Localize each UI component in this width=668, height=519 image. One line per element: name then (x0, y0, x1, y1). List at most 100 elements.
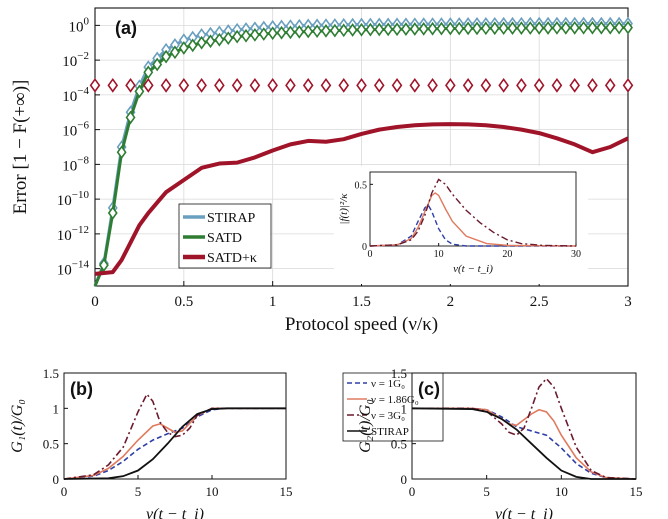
series-marker-1 (516, 21, 527, 35)
series-marker-1 (472, 21, 482, 36)
y-axis-label: Error [1 − F(+∞)] (10, 80, 31, 215)
series-marker-1 (152, 57, 163, 72)
series-marker-1 (258, 27, 269, 41)
x-tick-label: 15 (280, 484, 293, 499)
series-marker-2 (516, 77, 527, 93)
x-tick-label: 0 (91, 294, 99, 310)
series-marker-2 (285, 77, 296, 93)
series-marker-1 (605, 20, 616, 35)
panel-a: 0 0.5 1 1.5 2 2.5 310010−210−410−610−810−1010−… (10, 7, 634, 335)
series-marker-1 (143, 65, 154, 80)
series-marker-1 (569, 20, 580, 35)
series-marker-1 (107, 206, 118, 220)
series-marker-2 (391, 77, 403, 93)
series-marker-1 (338, 23, 349, 38)
series-marker-1 (214, 32, 225, 47)
series-marker-1 (294, 25, 305, 39)
inset-y-tick-label: 0.5 (355, 180, 368, 191)
x-tick-label: 5 (135, 484, 142, 499)
series-marker-1 (427, 21, 438, 36)
series-marker-1 (205, 34, 216, 49)
x-tick-label: 10 (206, 484, 219, 499)
series-marker-1 (285, 25, 296, 40)
series-marker-1 (525, 21, 536, 35)
inset-series-line-0 (369, 204, 576, 247)
series-marker-1 (329, 23, 340, 38)
series-marker-2 (338, 77, 350, 93)
series-marker-2 (569, 77, 581, 93)
series-marker-1 (560, 21, 571, 35)
series-marker-2 (320, 77, 332, 93)
series-marker-2 (409, 77, 421, 93)
series-marker-2 (142, 77, 154, 93)
series-marker-1 (161, 49, 172, 64)
plot-frame (411, 372, 637, 480)
series-marker-2 (373, 77, 385, 93)
series-marker-1 (241, 28, 251, 43)
series-marker-1 (125, 110, 136, 125)
series-marker-1 (409, 22, 420, 36)
series-marker-2 (427, 77, 438, 93)
series-marker-1 (356, 22, 367, 37)
y-tick-label: 1.5 (391, 366, 407, 381)
series-marker-1 (98, 258, 109, 273)
series-line-0 (63, 407, 286, 480)
series-line-3 (63, 407, 286, 480)
y-tick-label: 100 (69, 15, 90, 35)
series-marker-1 (498, 21, 509, 36)
legend-label-1: ν = 1.86G₀ (371, 394, 419, 406)
series-marker-2 (498, 77, 509, 93)
series-marker-2 (178, 77, 190, 93)
series-marker-2 (107, 77, 119, 93)
series-marker-1 (347, 23, 358, 37)
series-marker-1 (392, 22, 402, 37)
x-tick-label: 0 (61, 484, 68, 499)
series-marker-1 (170, 45, 180, 60)
inset-background (334, 166, 588, 284)
series-marker-1 (454, 21, 465, 36)
x-tick-label: 3 (624, 294, 632, 310)
series-marker-1 (400, 22, 411, 36)
series-marker-2 (551, 77, 563, 93)
x-tick-label: 2.5 (530, 294, 549, 310)
y-tick-label: 10−6 (62, 120, 89, 140)
series-marker-1 (578, 20, 589, 35)
legend-label-2: ν = 3G₀ (371, 410, 405, 422)
series-marker-2 (622, 77, 634, 93)
legend-label-2: SATD+κ (207, 251, 257, 266)
x-tick-label: 5 (483, 484, 490, 499)
series-marker-1 (480, 21, 491, 36)
series-marker-1 (587, 20, 598, 35)
legend-box (342, 372, 444, 442)
series-marker-2 (231, 77, 243, 93)
series-marker-1 (596, 20, 607, 35)
series-marker-2 (160, 77, 172, 93)
x-tick-label: 0 (409, 484, 416, 499)
series-marker-1 (223, 31, 234, 46)
series-marker-2 (462, 77, 474, 93)
panel-a-inset: 0 10 20 30 0 0.5 ν(t − t_i) |f(t)|²/κ (334, 166, 588, 284)
y-tick-label: 1 (53, 401, 60, 416)
series-marker-1 (623, 20, 633, 35)
series-marker-2 (89, 77, 101, 93)
panel-label: (b) (70, 379, 93, 399)
series-marker-1 (534, 21, 545, 35)
y-axis-label: G₂(t)/G₀ (357, 399, 374, 453)
series-marker-1 (551, 21, 562, 35)
series-marker-1 (116, 145, 127, 160)
x-tick-label: 1.5 (352, 294, 371, 310)
y-tick-label: 0 (53, 472, 60, 487)
series-line-3 (411, 407, 636, 480)
y-tick-label: 1 (401, 401, 408, 416)
x-tick-label: 2 (447, 294, 455, 310)
series-marker-2 (480, 77, 492, 93)
series-line-2 (412, 377, 637, 480)
series-marker-1 (489, 21, 500, 36)
series-marker-1 (196, 35, 207, 50)
y-tick-label: 1.5 (43, 366, 59, 381)
inset-x-axis-label: ν(t − t_i) (453, 263, 493, 275)
panel-c: 0 5 10 15 0 0.5 1 1.5 ν(t − t_i) G₂(t)/G₀ (c) (357, 366, 643, 519)
series-marker-1 (614, 20, 625, 35)
series-line-1 (63, 407, 286, 480)
